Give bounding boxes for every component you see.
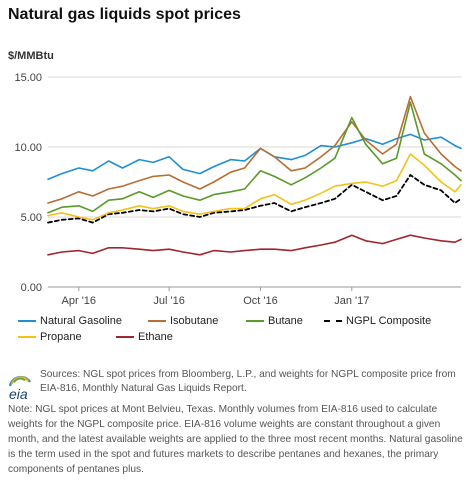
legend-label-natural-gasoline: Natural Gasoline [40,315,122,327]
legend-item-ethane: Ethane [116,331,173,343]
series-line-isobutane [47,95,462,204]
legend-label-ethane: Ethane [138,331,173,343]
legend-label-ngpl-composite: NGPL Composite [346,315,432,327]
sources-text: Sources: NGL spot prices from Bloomberg,… [40,369,456,394]
legend-swatch-butane [246,320,264,323]
legend-swatch-propane [18,336,36,339]
note-text: Note: NGL spot prices at Mont Belvieu, T… [8,404,463,475]
eia-logo: eia [8,375,32,402]
y-axis-unit-label: $/MMBtu [8,50,54,62]
legend-swatch-ethane [116,336,134,339]
legend-item-propane: Propane [18,331,82,343]
legend-item-isobutane: Isobutane [148,315,218,327]
legend-label-butane: Butane [268,315,303,327]
line-chart: 0.00 5.00 10.00 15.00 Apr '16 Jul '16 Oct '16 J… [14,72,462,307]
series-line-butane [47,101,462,214]
chart-title: Natural gas liquids spot prices [8,6,241,23]
series-line-propane [47,153,462,221]
legend-label-isobutane: Isobutane [170,315,219,327]
eia-logo-text: eia [9,386,28,402]
y-tick-label: 15.00 [14,72,42,84]
series-line-ngpl-composite [47,174,462,224]
series-line-ethane [47,234,462,256]
legend-item-butane: Butane [246,315,303,327]
x-tick-label: Apr '16 [62,295,97,307]
y-tick-label: 10.00 [14,142,42,154]
y-tick-label: 5.00 [21,212,42,224]
legend-swatch-ngpl-composite [324,320,342,323]
legend-item-natural-gasoline: Natural Gasoline [18,315,122,327]
y-tick-label: 0.00 [21,282,42,294]
legend-swatch-natural-gasoline [18,320,36,323]
x-tick-label: Jan '17 [334,295,369,307]
x-tick-label: Oct '16 [243,295,278,307]
legend-item-ngpl-composite: NGPL Composite [324,315,431,327]
legend-swatch-isobutane [148,320,166,323]
legend-label-propane: Propane [40,331,82,343]
x-tick-label: Jul '16 [153,295,184,307]
